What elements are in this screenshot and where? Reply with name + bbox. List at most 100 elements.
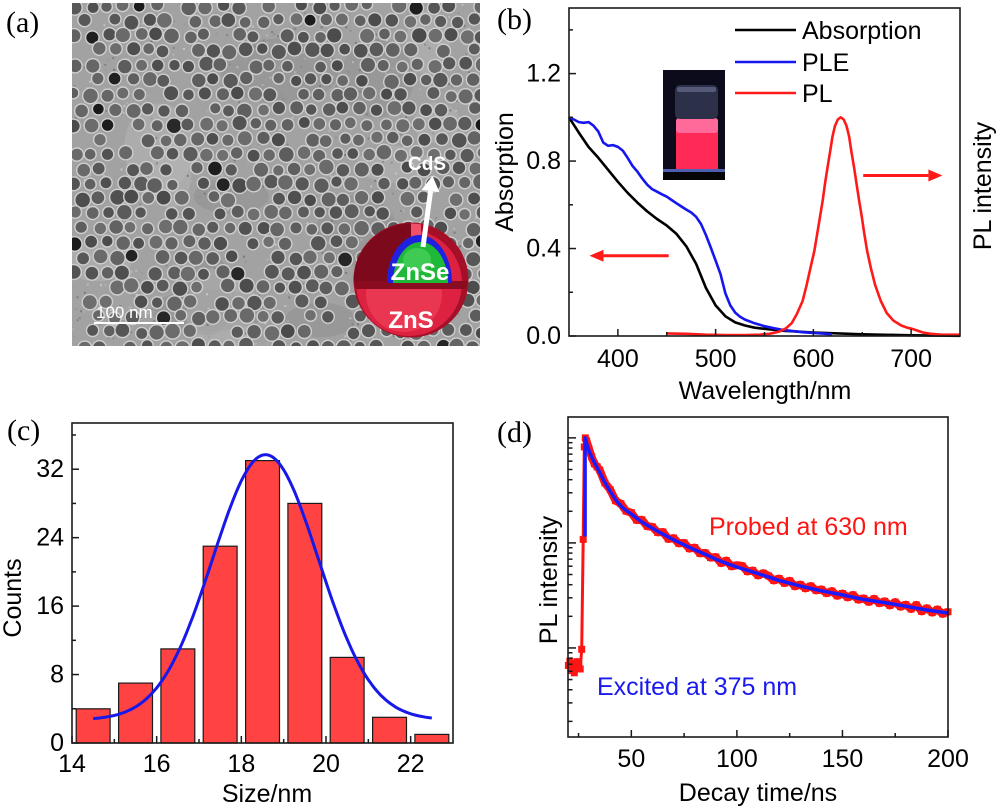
nanoparticle xyxy=(102,324,117,338)
nanoparticle xyxy=(271,12,285,26)
nanoparticle xyxy=(205,220,220,235)
legend-label-absorption: Absorption xyxy=(802,17,922,45)
tem-grain xyxy=(266,201,269,204)
nanoparticle xyxy=(133,206,148,220)
tem-grain xyxy=(121,317,124,320)
nanoparticle xyxy=(84,265,100,281)
nanoparticle xyxy=(182,233,197,249)
tem-grain xyxy=(455,100,458,102)
x-tick-label: 700 xyxy=(890,345,932,373)
nanoparticle xyxy=(301,249,318,266)
tem-grain xyxy=(264,322,267,325)
tem-grain xyxy=(435,217,438,219)
nanoparticle xyxy=(393,29,408,44)
tem-grain xyxy=(286,143,289,146)
nanoparticle xyxy=(351,100,368,116)
nanoparticle xyxy=(74,220,89,235)
nanoparticle xyxy=(126,71,141,86)
tem-grain xyxy=(329,58,332,61)
tem-grain xyxy=(261,84,264,87)
nanoparticle xyxy=(141,70,159,88)
tem-grain xyxy=(80,310,83,313)
x-tick-label: 500 xyxy=(695,345,737,373)
fit-line xyxy=(583,436,949,615)
nanoparticle xyxy=(180,117,195,132)
nanoparticle xyxy=(189,160,204,175)
nanoparticle xyxy=(220,11,237,29)
nanoparticle xyxy=(124,248,139,263)
nanoparticle xyxy=(124,309,141,326)
nanoparticle xyxy=(400,339,416,346)
tem-grain xyxy=(468,71,471,74)
nanoparticle xyxy=(402,41,419,58)
tem-grain xyxy=(266,42,269,45)
nanoparticle xyxy=(457,175,472,190)
tem-grain xyxy=(112,57,115,60)
tem-grain xyxy=(226,34,229,37)
tem-grain xyxy=(187,319,190,322)
tem-grain xyxy=(104,63,107,66)
tem-grain xyxy=(258,145,261,148)
nanoparticle xyxy=(171,280,189,298)
nanoparticle xyxy=(141,42,156,56)
nanoparticle xyxy=(465,221,480,238)
nanoparticle xyxy=(230,325,245,340)
nanoparticle xyxy=(441,115,459,133)
tem-grain xyxy=(350,232,353,235)
tem-grain xyxy=(99,274,102,277)
nanoparticle xyxy=(336,251,354,268)
nanoparticle xyxy=(207,338,223,346)
tem-grain xyxy=(458,245,461,248)
tem-grain xyxy=(400,210,403,212)
nanoparticle xyxy=(289,11,304,27)
nanoparticle xyxy=(230,204,245,219)
nanoparticle xyxy=(279,323,297,340)
nanoparticle xyxy=(289,340,303,346)
nanoparticle xyxy=(322,250,337,265)
nanoparticle xyxy=(134,26,150,42)
nanoparticle xyxy=(221,104,236,118)
tem-grain xyxy=(467,27,470,30)
nanoparticle xyxy=(343,202,361,220)
nanoparticle xyxy=(238,70,254,86)
nanoparticle xyxy=(304,277,321,294)
y2-axis-title-b: PL intensity xyxy=(969,121,997,250)
nanoparticle xyxy=(318,280,334,296)
x-tick-label: 14 xyxy=(58,750,86,778)
nanoparticle xyxy=(172,132,188,148)
nanoparticle xyxy=(395,176,410,191)
data-point xyxy=(907,605,915,613)
nanoparticle xyxy=(174,103,190,119)
nanoparticle xyxy=(400,134,414,148)
nanoparticle xyxy=(263,173,280,190)
tem-grain xyxy=(178,39,181,41)
data-point xyxy=(933,605,941,613)
nanoparticle xyxy=(419,73,433,87)
tem-grain xyxy=(253,45,256,48)
nanoparticle xyxy=(418,102,434,118)
plot-frame xyxy=(567,416,949,738)
excitation-wavelength-annotation: Excited at 375 nm xyxy=(597,673,797,701)
nanoparticle xyxy=(441,55,457,71)
nanoparticle xyxy=(376,176,392,191)
nanoparticle xyxy=(312,116,327,132)
tem-grain xyxy=(144,88,147,91)
nanoparticle xyxy=(457,88,474,105)
tem-grain xyxy=(110,308,113,311)
tem-grain xyxy=(223,257,226,260)
nanoparticle xyxy=(435,338,452,346)
data-point xyxy=(923,604,931,612)
nanoparticle xyxy=(84,58,101,75)
tem-grain xyxy=(320,26,323,29)
nanoparticle xyxy=(247,86,264,102)
y-axis-title-d: PL intensity xyxy=(535,515,563,644)
nanoparticle xyxy=(351,133,366,147)
tem-grain xyxy=(87,205,90,208)
panel-a: (a) 100 nm CdS ZnSe ZnS xyxy=(6,3,480,346)
tem-grain xyxy=(155,162,158,165)
nanoparticle xyxy=(205,71,220,86)
tem-grain xyxy=(314,193,317,196)
panel-d: (d) 50 100 150 200 Probed at 630 nm Excited… xyxy=(497,416,969,807)
nanoparticle xyxy=(155,278,170,293)
nanoparticle xyxy=(165,178,179,192)
